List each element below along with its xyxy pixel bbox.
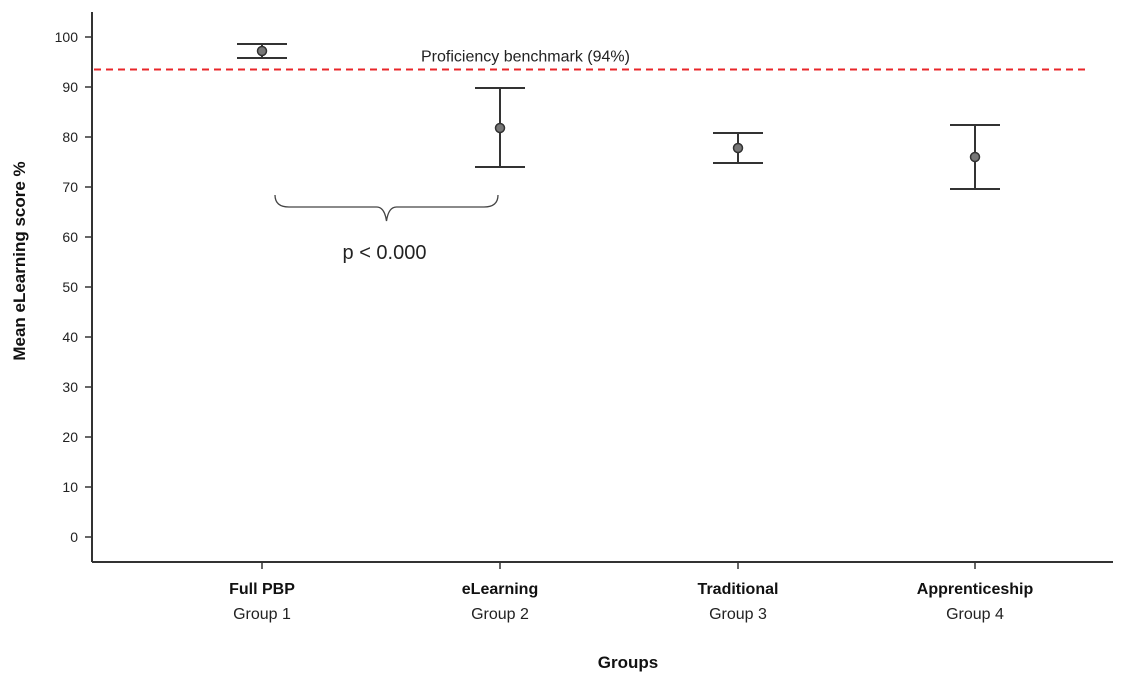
y-tick-label: 10 bbox=[62, 479, 78, 495]
mean-point bbox=[969, 151, 981, 163]
error-bars bbox=[237, 43, 1000, 190]
benchmark-label: Proficiency benchmark (94%) bbox=[421, 49, 630, 66]
x-axis-title: Groups bbox=[598, 653, 658, 672]
y-tick-label: 50 bbox=[62, 279, 78, 295]
y-tick-label: 80 bbox=[62, 129, 78, 145]
category-group-label: Group 3 bbox=[709, 606, 767, 623]
y-tick-label: 60 bbox=[62, 229, 78, 245]
y-tick-label: 90 bbox=[62, 79, 78, 95]
category-group-label: Group 4 bbox=[946, 606, 1004, 623]
error-bar-group bbox=[475, 87, 525, 168]
error-bar-group bbox=[950, 124, 1000, 190]
y-tick-label: 40 bbox=[62, 329, 78, 345]
category-name-label: Traditional bbox=[698, 581, 779, 598]
significance-label: p < 0.000 bbox=[343, 242, 427, 264]
y-axis-ticks: 0 10 20 30 40 50 60 70 80 90 100 bbox=[55, 29, 92, 545]
mean-point bbox=[494, 122, 506, 134]
y-tick-label: 100 bbox=[55, 29, 79, 45]
error-bar-group bbox=[237, 43, 287, 59]
mean-point bbox=[256, 45, 268, 57]
y-tick-label: 70 bbox=[62, 179, 78, 195]
category-group-label: Group 1 bbox=[233, 606, 291, 623]
significance-brace bbox=[274, 194, 499, 222]
y-axis-title: Mean eLearning score % bbox=[10, 161, 29, 360]
category-name-label: Full PBP bbox=[229, 581, 295, 598]
category-group-label: Group 2 bbox=[471, 606, 529, 623]
error-bar-group bbox=[713, 132, 763, 164]
y-tick-label: 30 bbox=[62, 379, 78, 395]
mean-point bbox=[732, 142, 744, 154]
y-tick-label: 20 bbox=[62, 429, 78, 445]
category-name-label: eLearning bbox=[462, 581, 538, 598]
category-labels: Full PBP Group 1 eLearning Group 2 Tradition… bbox=[229, 581, 1033, 623]
x-axis-ticks bbox=[261, 562, 976, 569]
category-name-label: Apprenticeship bbox=[917, 581, 1034, 598]
y-tick-label: 0 bbox=[70, 529, 78, 545]
